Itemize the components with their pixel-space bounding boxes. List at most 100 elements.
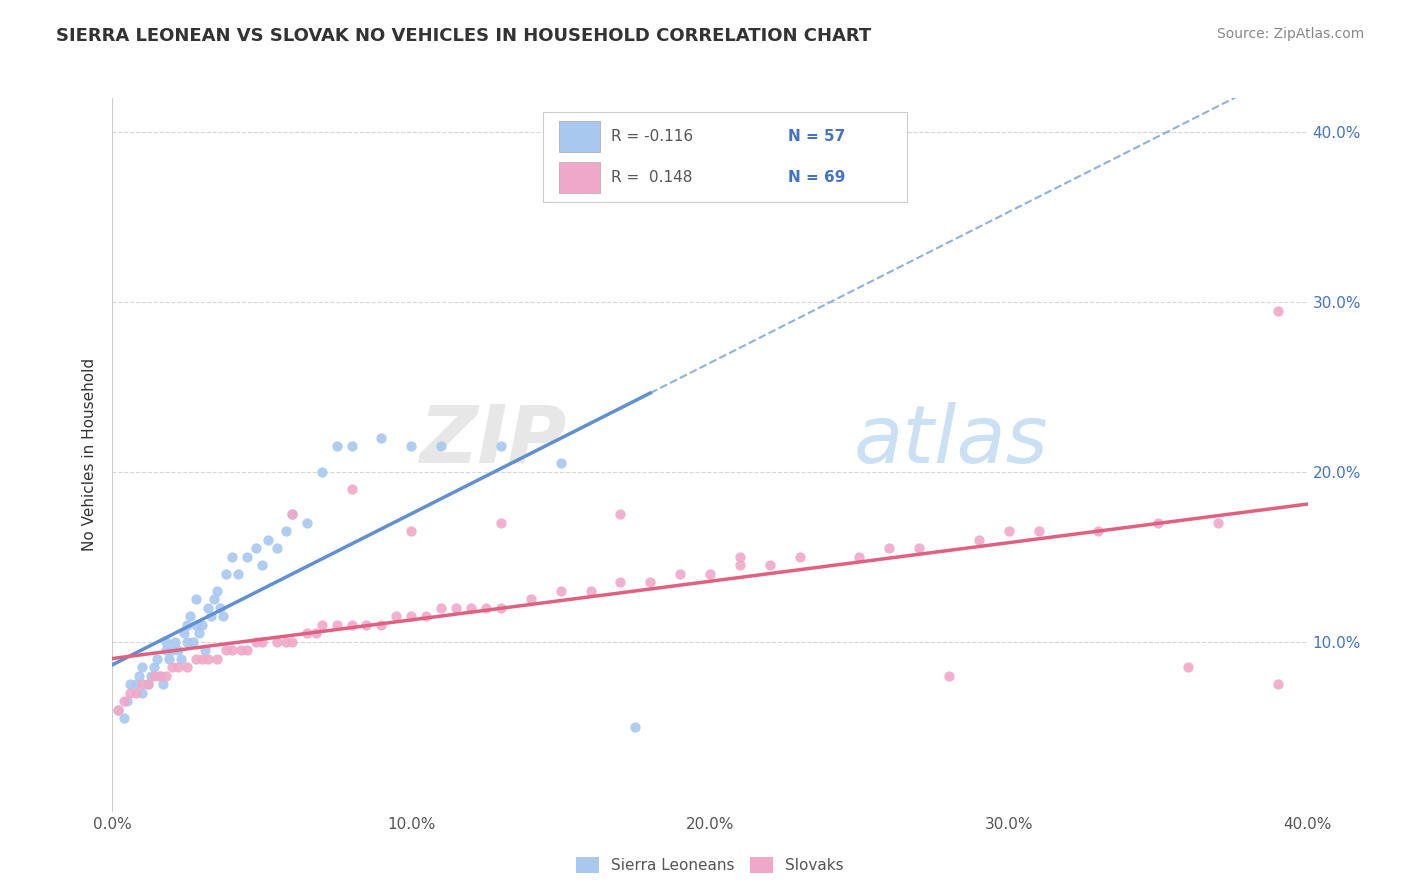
Point [274, 635, 297, 649]
Point [117, 694, 139, 708]
Point [1177, 660, 1199, 674]
Point [274, 524, 297, 539]
Point [1028, 524, 1050, 539]
Point [266, 635, 288, 649]
Point [281, 508, 304, 522]
Point [191, 652, 214, 666]
Point [229, 643, 252, 657]
Point [155, 643, 177, 657]
Point [415, 609, 437, 624]
Point [221, 643, 243, 657]
Text: N = 69: N = 69 [787, 170, 845, 185]
Point [131, 686, 153, 700]
Point [295, 626, 318, 640]
Point [1267, 303, 1289, 318]
Point [215, 566, 238, 581]
Point [186, 617, 208, 632]
Point [325, 439, 347, 453]
Point [170, 652, 193, 666]
Point [197, 600, 219, 615]
Point [1087, 524, 1109, 539]
Point [520, 592, 543, 607]
Point [138, 677, 160, 691]
Point [114, 694, 135, 708]
Point [311, 617, 333, 632]
Point [550, 457, 572, 471]
Point [176, 617, 198, 632]
Point [162, 643, 183, 657]
Point [107, 703, 129, 717]
Point [877, 541, 901, 556]
Point [131, 677, 153, 691]
Point [226, 566, 249, 581]
Point [938, 669, 960, 683]
FancyBboxPatch shape [543, 112, 907, 202]
Point [728, 558, 751, 573]
Point [998, 524, 1021, 539]
Point [149, 669, 172, 683]
Point [250, 635, 273, 649]
Point [638, 575, 662, 590]
Point [370, 431, 392, 445]
Text: ZIP: ZIP [419, 401, 567, 480]
Point [848, 549, 870, 564]
Point [120, 686, 142, 700]
Point [202, 592, 225, 607]
Point [460, 600, 482, 615]
Point [669, 566, 692, 581]
Point [430, 600, 453, 615]
Point [221, 549, 243, 564]
Point [173, 626, 195, 640]
Point [281, 508, 304, 522]
Point [114, 711, 135, 725]
Point [401, 524, 423, 539]
Point [475, 600, 498, 615]
FancyBboxPatch shape [560, 161, 600, 194]
Text: R = -0.116: R = -0.116 [610, 129, 693, 144]
Point [699, 566, 721, 581]
Point [215, 643, 238, 657]
Point [609, 508, 631, 522]
Point [340, 482, 363, 496]
Point [340, 439, 363, 453]
Point [167, 660, 190, 674]
Point [250, 558, 273, 573]
Point [728, 549, 751, 564]
Point [325, 617, 347, 632]
Point [579, 583, 602, 598]
Point [143, 669, 166, 683]
Point [1147, 516, 1170, 530]
Point [120, 677, 142, 691]
Point [157, 652, 180, 666]
Point [401, 609, 423, 624]
Point [385, 609, 408, 624]
Point [212, 609, 235, 624]
Point [176, 660, 198, 674]
Point [967, 533, 990, 547]
Point [165, 635, 187, 649]
Point [152, 677, 174, 691]
Point [155, 669, 177, 683]
Point [401, 439, 423, 453]
Point [295, 516, 318, 530]
Point [179, 609, 201, 624]
Point [155, 635, 177, 649]
Point [162, 660, 183, 674]
Point [181, 635, 204, 649]
Point [311, 465, 333, 479]
Point [143, 660, 166, 674]
Point [245, 635, 267, 649]
Point [1267, 677, 1289, 691]
Point [146, 652, 169, 666]
Point [125, 677, 148, 691]
Point [194, 643, 217, 657]
Point [138, 677, 160, 691]
Point [609, 575, 631, 590]
Point [205, 652, 228, 666]
Point [125, 686, 148, 700]
Y-axis label: No Vehicles in Household: No Vehicles in Household [82, 359, 97, 551]
Point [304, 626, 326, 640]
Point [236, 643, 259, 657]
Point [149, 669, 172, 683]
Point [186, 592, 208, 607]
